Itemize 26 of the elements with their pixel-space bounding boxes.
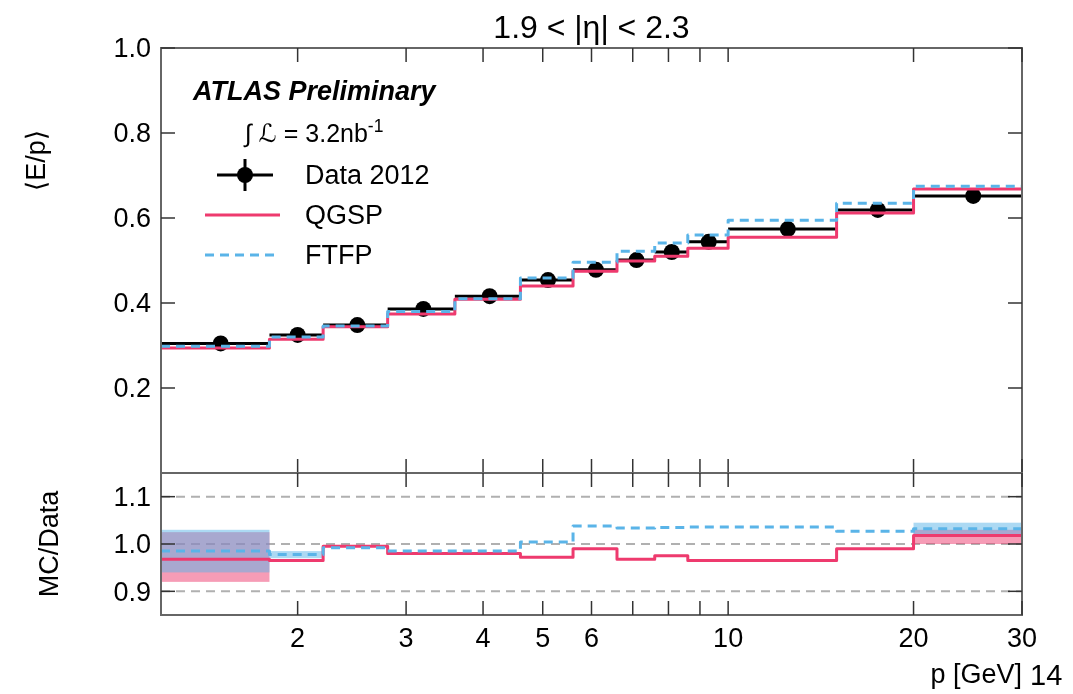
y-tick-label: 0.8	[113, 118, 151, 149]
y-tick-label: 1.0	[113, 529, 151, 560]
y-tick-label: 0.6	[113, 203, 151, 234]
y-tick-label: 1.1	[113, 482, 151, 513]
x-tick-label: 20	[898, 623, 929, 653]
chart-title: 1.9 < |η| < 2.3	[493, 9, 690, 45]
x-tick-label: 2	[290, 623, 306, 653]
legend-label: Data 2012	[305, 160, 430, 191]
annotation: ATLAS Preliminary	[192, 76, 438, 106]
y-tick-label: 1.0	[113, 33, 151, 64]
x-tick-label: 6	[583, 623, 600, 653]
y-tick-label: 0.2	[113, 373, 151, 404]
x-tick-label: 4	[475, 623, 491, 653]
y-tick-label: 0.4	[113, 288, 151, 319]
text: 14	[1030, 659, 1063, 691]
legend-label: FTFP	[305, 240, 373, 271]
legend-label: QGSP	[305, 200, 384, 231]
annotation: ∫ ℒ = 3.2nb$^{-1}$	[243, 116, 384, 148]
x-tick-label: 3	[398, 623, 414, 653]
x-axis-title: p [GeV]	[930, 659, 1022, 689]
y-tick-label: 0.9	[113, 576, 151, 607]
y-axis-title: ⟨E/p⟩	[21, 129, 51, 192]
x-tick-label: 30	[1006, 623, 1038, 653]
x-tick-label: 10	[713, 623, 744, 653]
y-axis-title: MC/Data	[34, 489, 64, 598]
x-tick-label: 5	[535, 623, 551, 653]
